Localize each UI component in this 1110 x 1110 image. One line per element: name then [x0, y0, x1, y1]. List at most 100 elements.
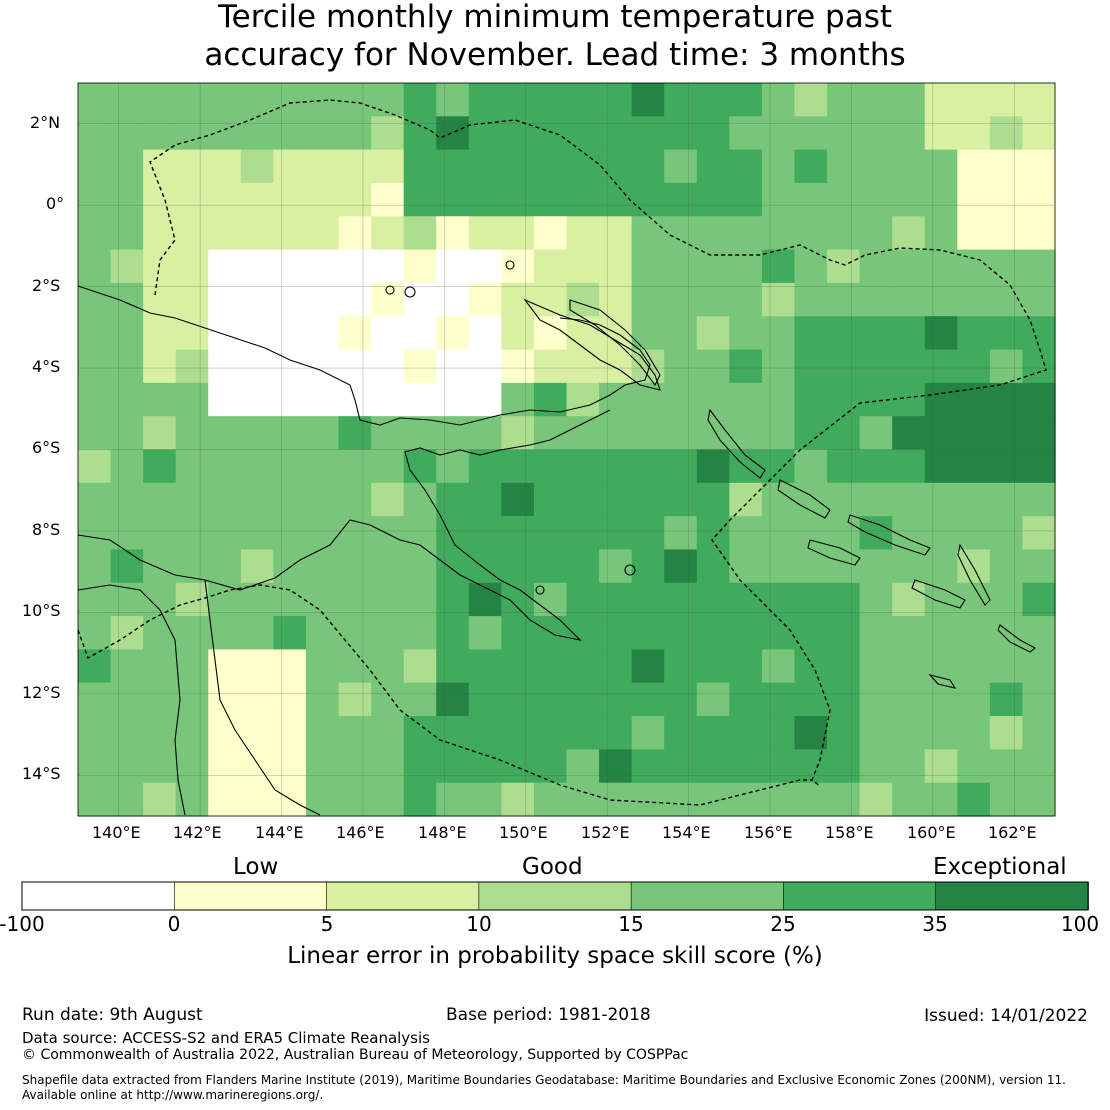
map-cell — [892, 216, 926, 251]
map-cell — [436, 382, 470, 417]
map-cell — [338, 616, 372, 651]
map-cell — [371, 682, 405, 717]
lon-label-142e: 142°E — [173, 823, 222, 842]
map-cell — [924, 149, 958, 184]
map-cell — [827, 482, 861, 517]
map-cell — [78, 682, 112, 717]
map-cell — [501, 249, 535, 284]
map-cell — [827, 449, 861, 484]
map-cell — [957, 382, 991, 417]
map-cell — [989, 582, 1024, 617]
map-cell — [338, 582, 372, 617]
map-cell — [175, 616, 209, 651]
map-cell — [599, 349, 633, 384]
map-cell — [338, 216, 372, 251]
map-cell — [989, 782, 1024, 817]
map-cell — [305, 416, 340, 451]
map-cell — [566, 482, 600, 517]
map-cell — [631, 682, 665, 717]
map-cell — [892, 582, 926, 617]
map-cell — [729, 549, 763, 584]
map-cell — [371, 382, 405, 417]
coast-new-britain — [523, 298, 661, 391]
map-cell — [794, 449, 828, 484]
colorbar-band-25-35 — [783, 881, 937, 911]
colorbar-band-10-15 — [478, 881, 632, 911]
map-cell — [501, 282, 535, 317]
map-cell — [696, 83, 730, 117]
map-cell — [1022, 349, 1056, 384]
map-cell — [599, 516, 633, 551]
map-cell — [78, 782, 112, 817]
map-cell — [175, 682, 209, 717]
map-cell — [859, 482, 893, 517]
map-cell — [273, 282, 307, 317]
map-cell — [208, 282, 242, 317]
map-cell — [989, 249, 1024, 284]
lon-label-154e: 154°E — [662, 823, 711, 842]
coast-makira — [911, 579, 966, 609]
map-cell — [110, 216, 144, 251]
map-cell — [761, 316, 796, 351]
base-period: Base period: 1981-2018 — [446, 1005, 651, 1025]
map-cell — [566, 116, 600, 151]
map-cell — [1022, 716, 1056, 750]
map-cell — [371, 449, 405, 484]
map-cell — [468, 749, 502, 784]
map-cell — [175, 249, 209, 284]
map-cell — [533, 649, 568, 684]
map-cell — [175, 182, 209, 217]
colorbar-band-minus100-0 — [21, 881, 176, 911]
map-cell — [110, 316, 144, 351]
map-cell — [924, 482, 958, 517]
map-cell — [566, 249, 600, 284]
map-cell — [924, 182, 958, 217]
map-cell — [566, 149, 600, 184]
map-cell — [533, 582, 568, 617]
map-cell — [989, 149, 1024, 184]
map-cell — [631, 316, 665, 351]
map-cell — [78, 416, 112, 451]
lon-label-158e: 158°E — [825, 823, 874, 842]
map-cell — [468, 349, 502, 384]
map-cell — [924, 83, 958, 117]
colorbar-band-5-10 — [326, 881, 480, 911]
map-cell — [468, 782, 502, 817]
eez-australia-png — [77, 584, 812, 806]
map-cell — [533, 182, 568, 217]
map-cell — [110, 516, 144, 551]
map-cell — [533, 116, 568, 151]
map-cell — [371, 782, 405, 817]
map-cell — [599, 416, 633, 451]
map-cell — [566, 516, 600, 551]
map-cell — [175, 83, 209, 117]
map-cell — [631, 616, 665, 651]
map-cell — [208, 516, 242, 551]
run-date: Run date: 9th August — [22, 1005, 203, 1025]
map-cell — [208, 549, 242, 584]
map-cell — [631, 182, 665, 217]
map-cell — [1022, 582, 1056, 617]
map-cell — [305, 316, 340, 351]
map-cell — [664, 582, 698, 617]
map-cell — [599, 249, 633, 284]
map-cell — [859, 449, 893, 484]
map-cell — [794, 782, 828, 817]
map-cell — [599, 182, 633, 217]
map-cell — [273, 216, 307, 251]
map-cell — [631, 549, 665, 584]
map-cell — [892, 482, 926, 517]
map-cell — [78, 749, 112, 784]
map-cell — [631, 749, 665, 784]
map-cell — [957, 516, 991, 551]
map-cell — [240, 149, 274, 184]
map-cell — [533, 749, 568, 784]
map-cell — [859, 83, 893, 117]
map-cell — [468, 449, 502, 484]
map-cell — [566, 282, 600, 317]
map-cell — [533, 349, 568, 384]
map-cell — [175, 782, 209, 817]
map-cell — [240, 416, 274, 451]
map-cell — [1022, 83, 1056, 117]
map-cell — [989, 716, 1024, 750]
